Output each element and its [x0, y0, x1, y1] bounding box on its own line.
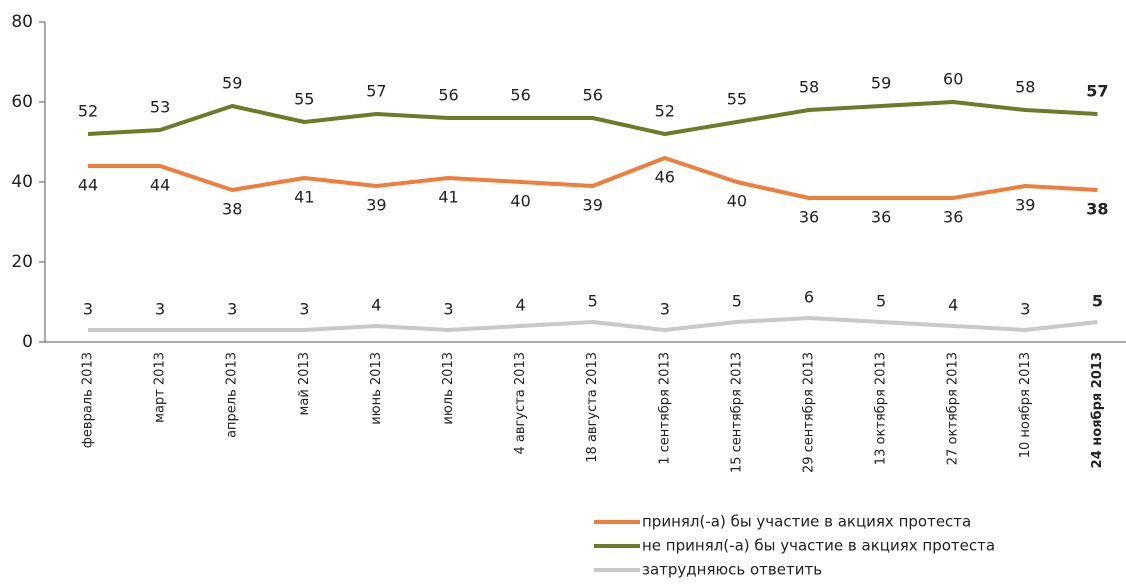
data-label: 36: [799, 208, 819, 227]
data-label: 4: [371, 296, 381, 315]
legend-label: принял(-а) бы участие в акциях протеста: [642, 513, 971, 531]
series-line: [88, 316, 1098, 332]
x-tick-label: 24 ноября 2013: [1090, 352, 1105, 468]
x-tick-label: 29 сентября 2013: [802, 352, 817, 473]
series-line: [87, 100, 1098, 136]
data-label: 56: [438, 86, 458, 105]
data-label: 46: [655, 168, 675, 187]
y-tick-label: 80: [11, 12, 33, 32]
data-label: 55: [294, 90, 314, 109]
x-tick-label: 27 октября 2013: [946, 352, 961, 465]
legend-label: не принял(-а) бы участие в акциях протес…: [642, 537, 995, 555]
data-label: 4: [948, 296, 958, 315]
x-tick-label: февраль 2013: [81, 352, 96, 448]
x-tick-label: 1 сентября 2013: [657, 352, 672, 465]
data-label: 56: [510, 86, 530, 105]
data-label: 41: [294, 188, 314, 207]
data-label: 55: [727, 90, 747, 109]
x-tick-label: апрель 2013: [225, 352, 240, 438]
data-label: 44: [150, 176, 170, 195]
data-label: 56: [583, 86, 603, 105]
x-tick-label: июль 2013: [441, 352, 456, 425]
data-label: 59: [222, 74, 242, 93]
data-label: 59: [871, 74, 891, 93]
x-tick-label: май 2013: [297, 352, 312, 415]
data-label: 3: [155, 300, 165, 319]
data-label: 36: [943, 208, 963, 227]
y-tick-label: 0: [22, 332, 33, 352]
data-label: 60: [943, 70, 963, 89]
data-label: 52: [78, 102, 98, 121]
data-label: 5: [588, 292, 598, 311]
data-label: 3: [299, 300, 309, 319]
data-label: 4: [516, 296, 526, 315]
y-tick-label: 60: [11, 92, 33, 112]
data-label: 38: [222, 200, 242, 219]
data-label: 3: [227, 300, 237, 319]
data-label: 39: [366, 196, 386, 215]
data-label: 40: [510, 192, 530, 211]
data-label: 44: [78, 176, 98, 195]
data-label: 3: [660, 300, 670, 319]
data-label: 3: [443, 300, 453, 319]
data-label: 3: [83, 300, 93, 319]
data-label: 57: [1086, 82, 1108, 101]
data-label: 39: [1015, 196, 1035, 215]
x-tick-label: 18 августа 2013: [585, 352, 600, 463]
x-tick-label: март 2013: [153, 352, 168, 423]
data-label: 5: [876, 292, 886, 311]
data-label: 57: [366, 82, 386, 101]
data-label: 36: [871, 208, 891, 227]
legend-label: затрудняюсь ответить: [642, 561, 822, 579]
data-label: 58: [799, 78, 819, 97]
data-label: 39: [583, 196, 603, 215]
x-tick-label: 15 сентября 2013: [729, 352, 744, 473]
data-label: 58: [1015, 78, 1035, 97]
x-tick-label: 13 октября 2013: [874, 352, 889, 465]
y-tick-label: 20: [11, 252, 33, 272]
series-line: [88, 156, 1098, 200]
data-label: 5: [732, 292, 742, 311]
data-label: 41: [438, 188, 458, 207]
x-tick-label: 10 ноября 2013: [1018, 352, 1033, 458]
x-tick-label: июнь 2013: [369, 352, 384, 425]
x-tick-label: 4 августа 2013: [513, 352, 528, 454]
data-label: 6: [804, 288, 814, 307]
data-label: 40: [727, 192, 747, 211]
data-label: 52: [655, 102, 675, 121]
data-label: 5: [1092, 292, 1103, 311]
y-tick-label: 40: [11, 172, 33, 192]
data-label: 3: [1020, 300, 1030, 319]
data-label: 38: [1086, 200, 1108, 219]
data-label: 53: [150, 98, 170, 117]
